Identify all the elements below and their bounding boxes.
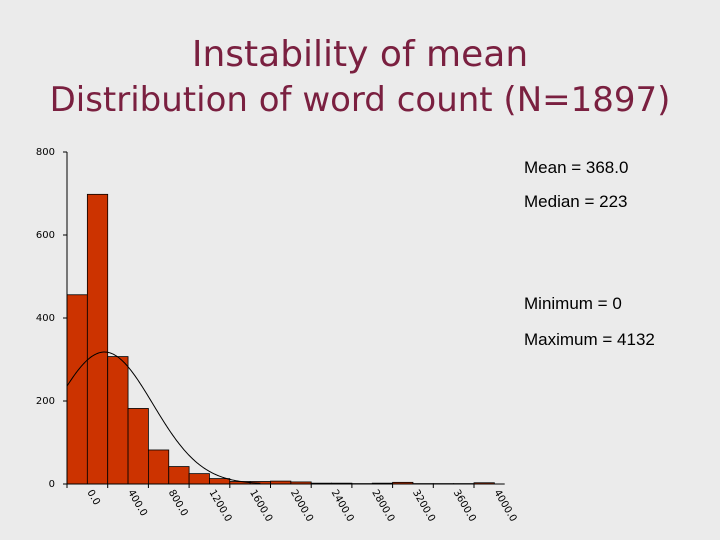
y-tick-label: 0 (49, 479, 55, 490)
x-tick-label: 0.0 (84, 488, 101, 507)
histogram-bar (66, 294, 88, 485)
stat-median: Median = 223 (524, 192, 628, 211)
x-tick-label: 1200.0 (207, 488, 234, 524)
histogram-bar (86, 193, 109, 485)
x-tick-label: 3600.0 (451, 488, 478, 524)
histogram-bar (188, 473, 210, 485)
x-tick-label: 1600.0 (247, 488, 274, 524)
normal-curve (66, 351, 261, 484)
stat-maximum: Maximum = 4132 (524, 330, 655, 349)
y-tick-label: 400 (36, 313, 55, 324)
y-tick-label: 200 (36, 396, 55, 407)
histogram-bar (107, 356, 129, 485)
x-tick-label: 3200.0 (410, 488, 437, 524)
y-tick-label: 600 (36, 230, 55, 241)
x-tick-label: 2800.0 (369, 488, 396, 524)
histogram-bar (147, 449, 170, 485)
slide-subtitle: Distribution of word count (N=1897) (49, 80, 671, 120)
x-tick-label: 800.0 (166, 488, 190, 518)
histogram-bar (209, 478, 231, 485)
x-tick-label: 2400.0 (329, 488, 356, 524)
y-tick-label: 800 (36, 147, 55, 158)
x-tick-label: 4000.0 (491, 488, 518, 524)
slide-title: Instability of mean (191, 34, 529, 75)
x-tick-label: 2000.0 (288, 488, 315, 524)
stat-mean: Mean = 368.0 (524, 158, 629, 177)
histogram-bar (127, 408, 149, 485)
x-tick-label: 400.0 (125, 488, 149, 518)
histogram-bar (168, 466, 190, 485)
stat-minimum: Minimum = 0 (524, 294, 622, 313)
